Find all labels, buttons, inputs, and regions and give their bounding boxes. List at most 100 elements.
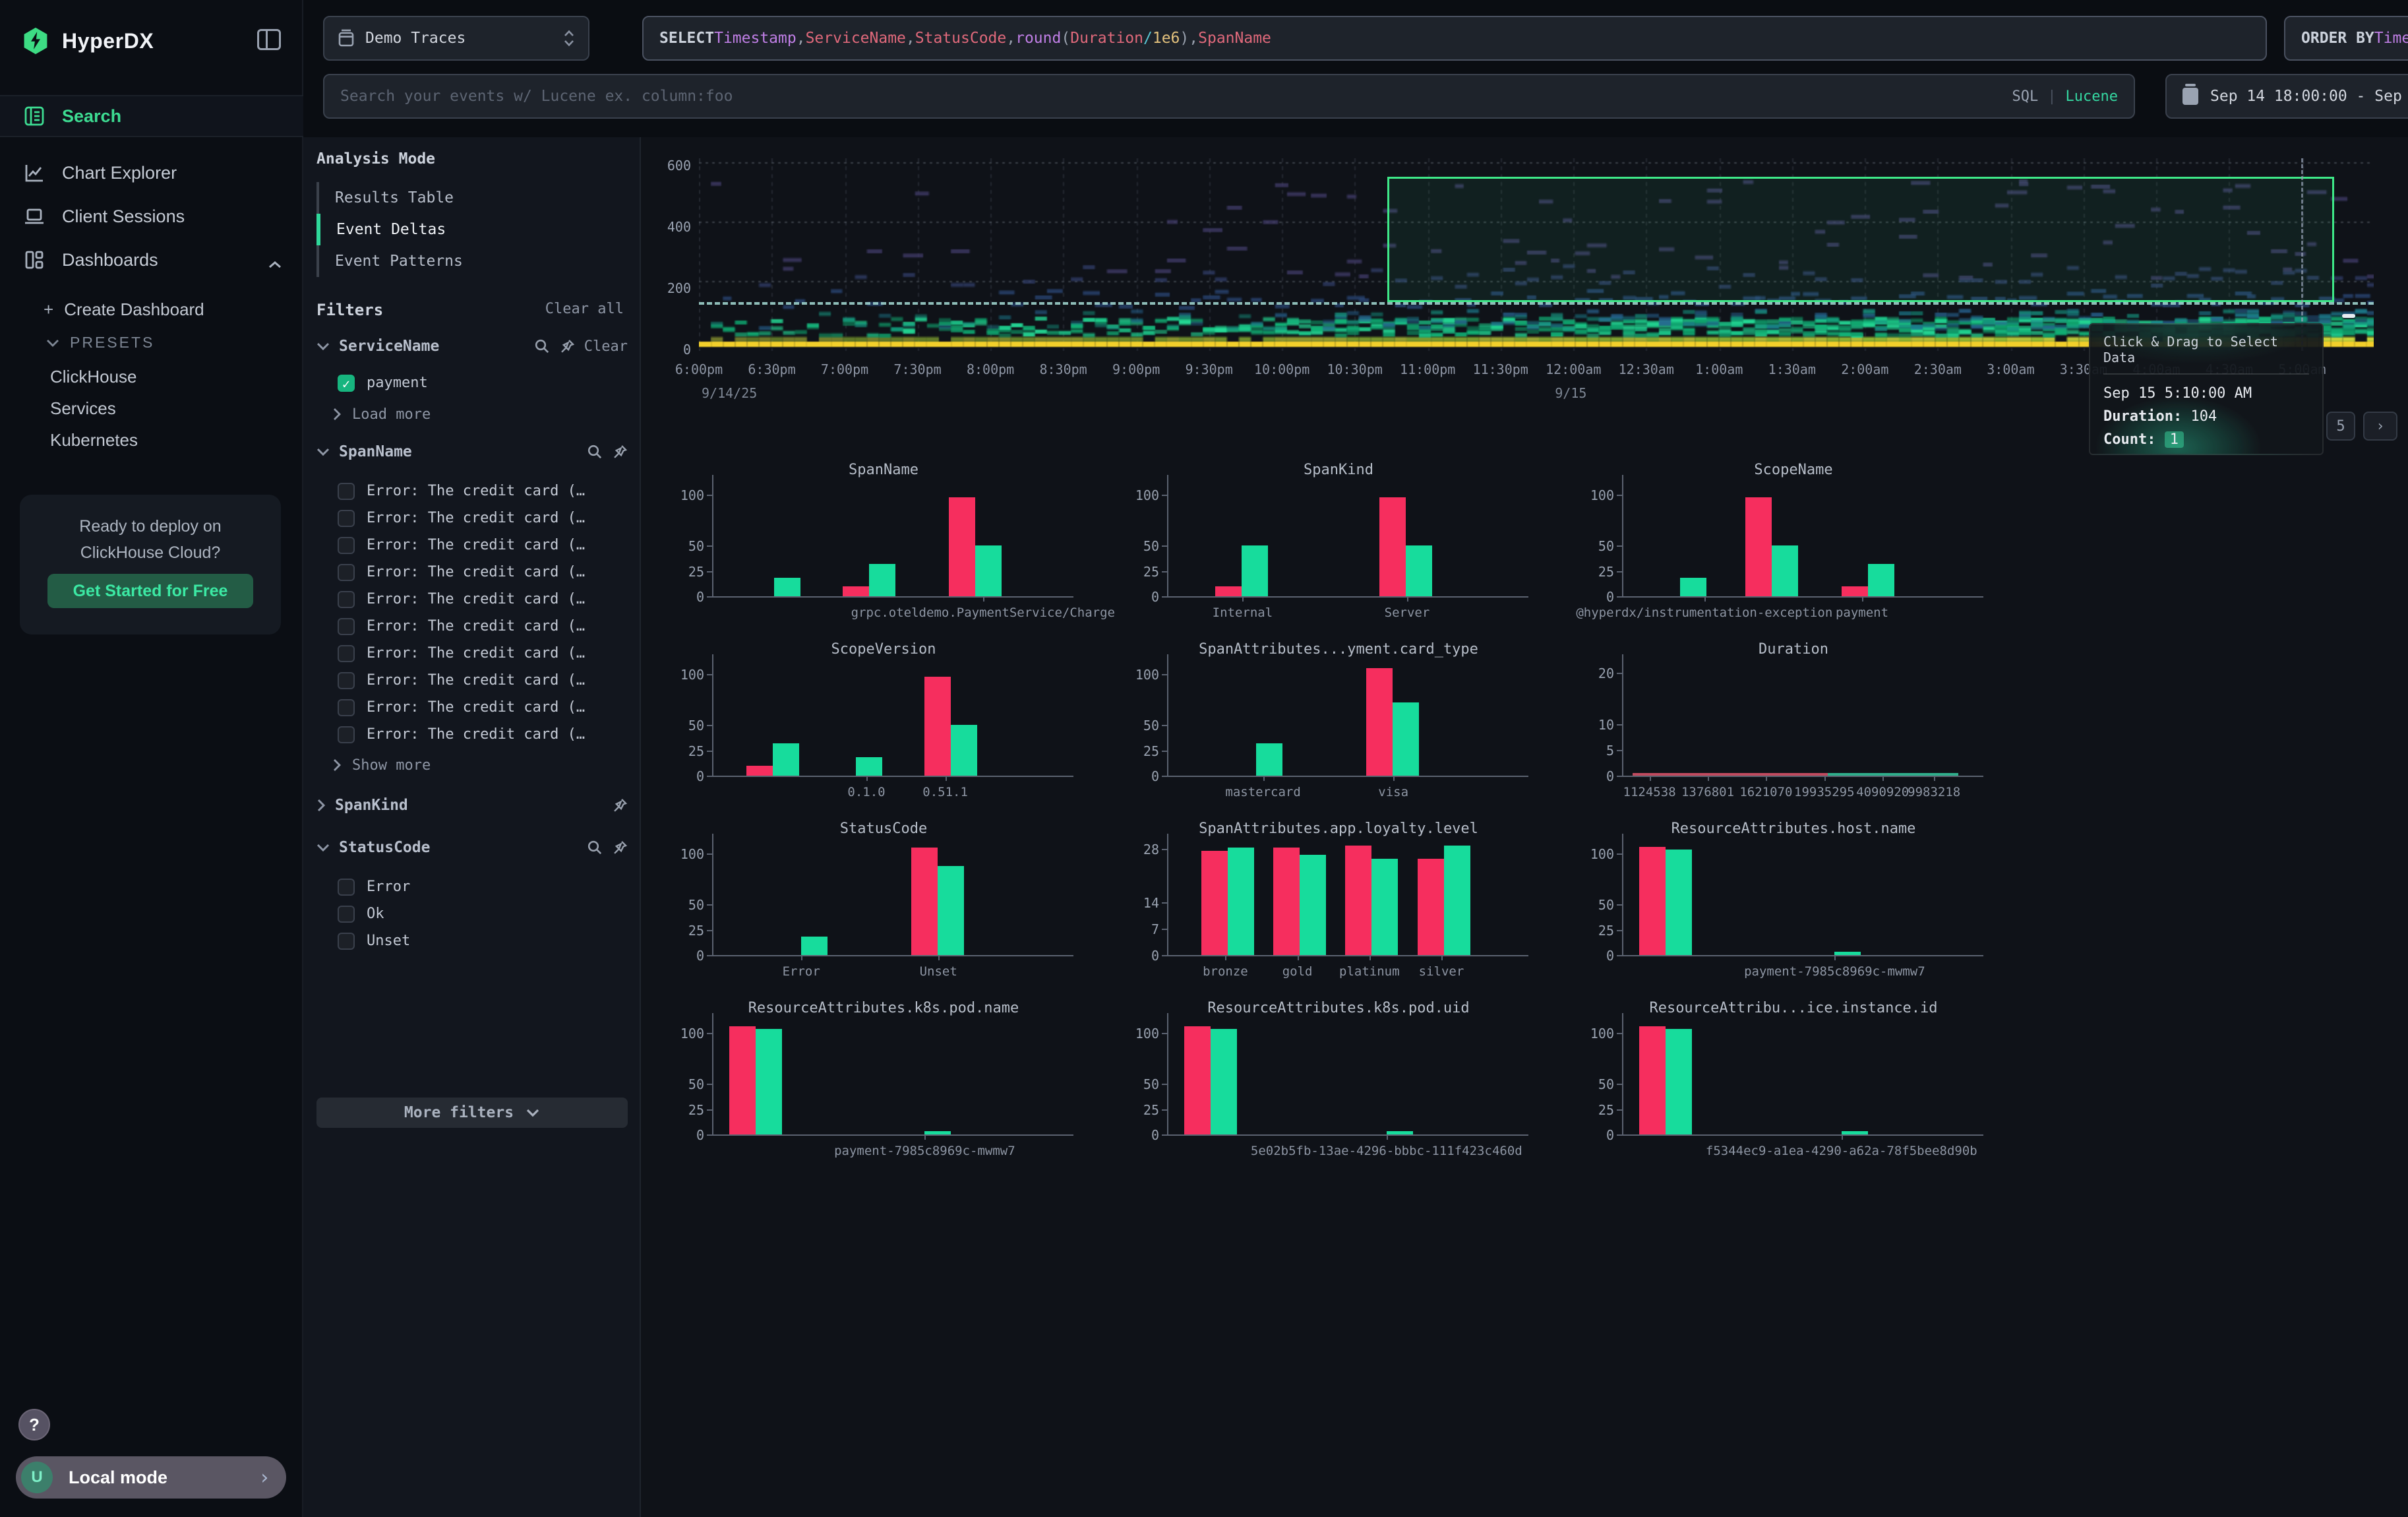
get-started-button[interactable]: Get Started for Free — [47, 574, 253, 608]
page-number-button[interactable]: 5 — [2326, 412, 2355, 441]
inlier-bar[interactable] — [924, 1131, 951, 1134]
outlier-bar[interactable] — [924, 677, 951, 776]
presets-toggle[interactable]: PRESETS — [46, 334, 154, 352]
filter-section-servicename[interactable]: ServiceName Clear — [316, 338, 628, 355]
outlier-bar[interactable] — [1842, 586, 1868, 596]
outlier-bar[interactable] — [949, 497, 975, 597]
inlier-bar[interactable] — [951, 725, 977, 776]
filter-option-error[interactable]: Error — [316, 873, 628, 900]
filter-option-spanname[interactable]: Error: The credit card (… — [316, 694, 628, 721]
checkbox-icon[interactable] — [338, 645, 355, 662]
analysis-mode-tab-event-deltas[interactable]: Event Deltas — [316, 214, 628, 245]
inlier-bar[interactable] — [975, 545, 1002, 596]
clear-all-button[interactable]: Clear all — [545, 301, 624, 317]
sidebar-item-dashboards[interactable]: Dashboards — [0, 240, 303, 280]
filter-section-statuscode[interactable]: StatusCode — [316, 839, 628, 856]
search-icon[interactable] — [534, 338, 550, 354]
outlier-bar[interactable] — [729, 1026, 756, 1134]
pin-icon[interactable] — [612, 797, 628, 813]
load-more-button[interactable]: Load more — [316, 401, 628, 427]
sidebar-item-chart-explorer[interactable]: Chart Explorer — [0, 153, 303, 193]
checkbox-icon[interactable] — [338, 726, 355, 743]
filter-option-spanname[interactable]: Error: The credit card (… — [316, 667, 628, 694]
inlier-bar[interactable] — [1387, 1131, 1413, 1134]
search-input[interactable] — [338, 86, 2012, 106]
inlier-bar[interactable] — [1680, 578, 1706, 596]
inlier-bar[interactable] — [856, 757, 882, 776]
outlier-bar[interactable] — [1639, 1026, 1666, 1134]
checkbox-icon[interactable] — [338, 699, 355, 716]
inlier-bar[interactable] — [1371, 859, 1398, 955]
selection-handle[interactable] — [2342, 314, 2355, 318]
inlier-bar[interactable] — [1406, 545, 1432, 596]
query-language-toggle[interactable]: SQL | Lucene — [2012, 88, 2118, 105]
analysis-mode-tab-results-table[interactable]: Results Table — [316, 182, 628, 214]
inlier-bar[interactable] — [773, 743, 799, 776]
checkbox-icon[interactable] — [338, 906, 355, 923]
inlier-bar[interactable] — [1666, 1029, 1692, 1134]
inlier-bar[interactable] — [1242, 545, 1268, 596]
date-range-picker[interactable]: Sep 14 18:00:00 - Sep 15 05:30:00 — [2165, 74, 2408, 119]
outlier-bar[interactable] — [1201, 851, 1228, 955]
outlier-bar[interactable] — [1366, 668, 1393, 776]
pin-icon[interactable] — [612, 840, 628, 855]
inlier-bar[interactable] — [1444, 846, 1470, 955]
sidebar-collapse-icon[interactable] — [257, 29, 281, 50]
sidebar-item-search[interactable]: Search — [0, 95, 303, 137]
next-page-button[interactable]: › — [2363, 412, 2397, 441]
outlier-bar[interactable] — [911, 848, 938, 955]
lang-sql[interactable]: SQL — [2012, 88, 2039, 105]
sql-select-input[interactable]: SELECT Timestamp, ServiceName, StatusCod… — [642, 16, 2267, 61]
checkbox-icon[interactable] — [338, 879, 355, 896]
sidebar-item-services[interactable]: Services — [50, 398, 116, 419]
inlier-bar[interactable] — [1211, 1029, 1237, 1134]
search-icon[interactable] — [587, 444, 603, 460]
chevron-up-icon[interactable] — [268, 255, 282, 275]
checkbox-icon[interactable] — [338, 672, 355, 689]
filter-option-spanname[interactable]: Error: The credit card (… — [316, 721, 628, 748]
checkbox-icon[interactable] — [338, 591, 355, 608]
inlier-bar[interactable] — [1842, 1131, 1868, 1134]
inlier-bar[interactable] — [1772, 545, 1798, 596]
sidebar-item-client-sessions[interactable]: Client Sessions — [0, 197, 303, 236]
checkbox-icon[interactable] — [338, 510, 355, 527]
filter-option-payment[interactable]: ✓payment — [316, 369, 628, 396]
outlier-bar[interactable] — [1184, 1026, 1211, 1134]
checkbox-icon[interactable] — [338, 618, 355, 635]
outlier-bar[interactable] — [1215, 586, 1242, 596]
analysis-mode-tab-event-patterns[interactable]: Event Patterns — [316, 245, 628, 277]
order-by-input[interactable]: ORDER BY Timestamp DESC — [2284, 16, 2408, 61]
inlier-bar[interactable] — [1256, 743, 1282, 776]
logo[interactable]: HyperDX — [21, 26, 154, 55]
outlier-bar[interactable] — [1345, 846, 1371, 955]
inlier-bar[interactable] — [1834, 952, 1861, 955]
checkbox-icon[interactable] — [338, 537, 355, 554]
filter-section-spankind[interactable]: SpanKind — [316, 797, 628, 814]
inlier-bar[interactable] — [774, 578, 800, 596]
show-more-button[interactable]: Show more — [316, 752, 628, 778]
checkbox-icon[interactable] — [338, 483, 355, 500]
create-dashboard-button[interactable]: +Create Dashboard — [44, 299, 204, 320]
outlier-bar[interactable] — [1745, 497, 1772, 597]
pin-icon[interactable] — [559, 338, 575, 354]
inlier-bar[interactable] — [756, 1029, 782, 1134]
pin-icon[interactable] — [612, 444, 628, 460]
filter-option-unset[interactable]: Unset — [316, 927, 628, 954]
filter-option-spanname[interactable]: Error: The credit card (… — [316, 559, 628, 586]
heatmap-selection-box[interactable] — [1387, 177, 2334, 302]
inlier-bar[interactable] — [1228, 848, 1254, 955]
local-mode-button[interactable]: U Local mode › — [16, 1456, 286, 1499]
help-button[interactable]: ? — [18, 1409, 50, 1440]
filter-option-spanname[interactable]: Error: The credit card (… — [316, 478, 628, 505]
checkbox-icon[interactable] — [338, 933, 355, 950]
outlier-bar[interactable] — [1418, 859, 1444, 955]
outlier-bar[interactable] — [843, 586, 869, 596]
inlier-bar[interactable] — [1666, 850, 1692, 955]
clear-servicename-button[interactable]: Clear — [584, 338, 628, 355]
inlier-bar[interactable] — [869, 564, 895, 596]
outlier-bar[interactable] — [1639, 847, 1666, 955]
filter-section-spanname[interactable]: SpanName — [316, 443, 628, 460]
search-icon[interactable] — [587, 840, 603, 855]
checkbox-checked-icon[interactable]: ✓ — [338, 375, 355, 392]
outlier-bar[interactable] — [1379, 497, 1406, 597]
